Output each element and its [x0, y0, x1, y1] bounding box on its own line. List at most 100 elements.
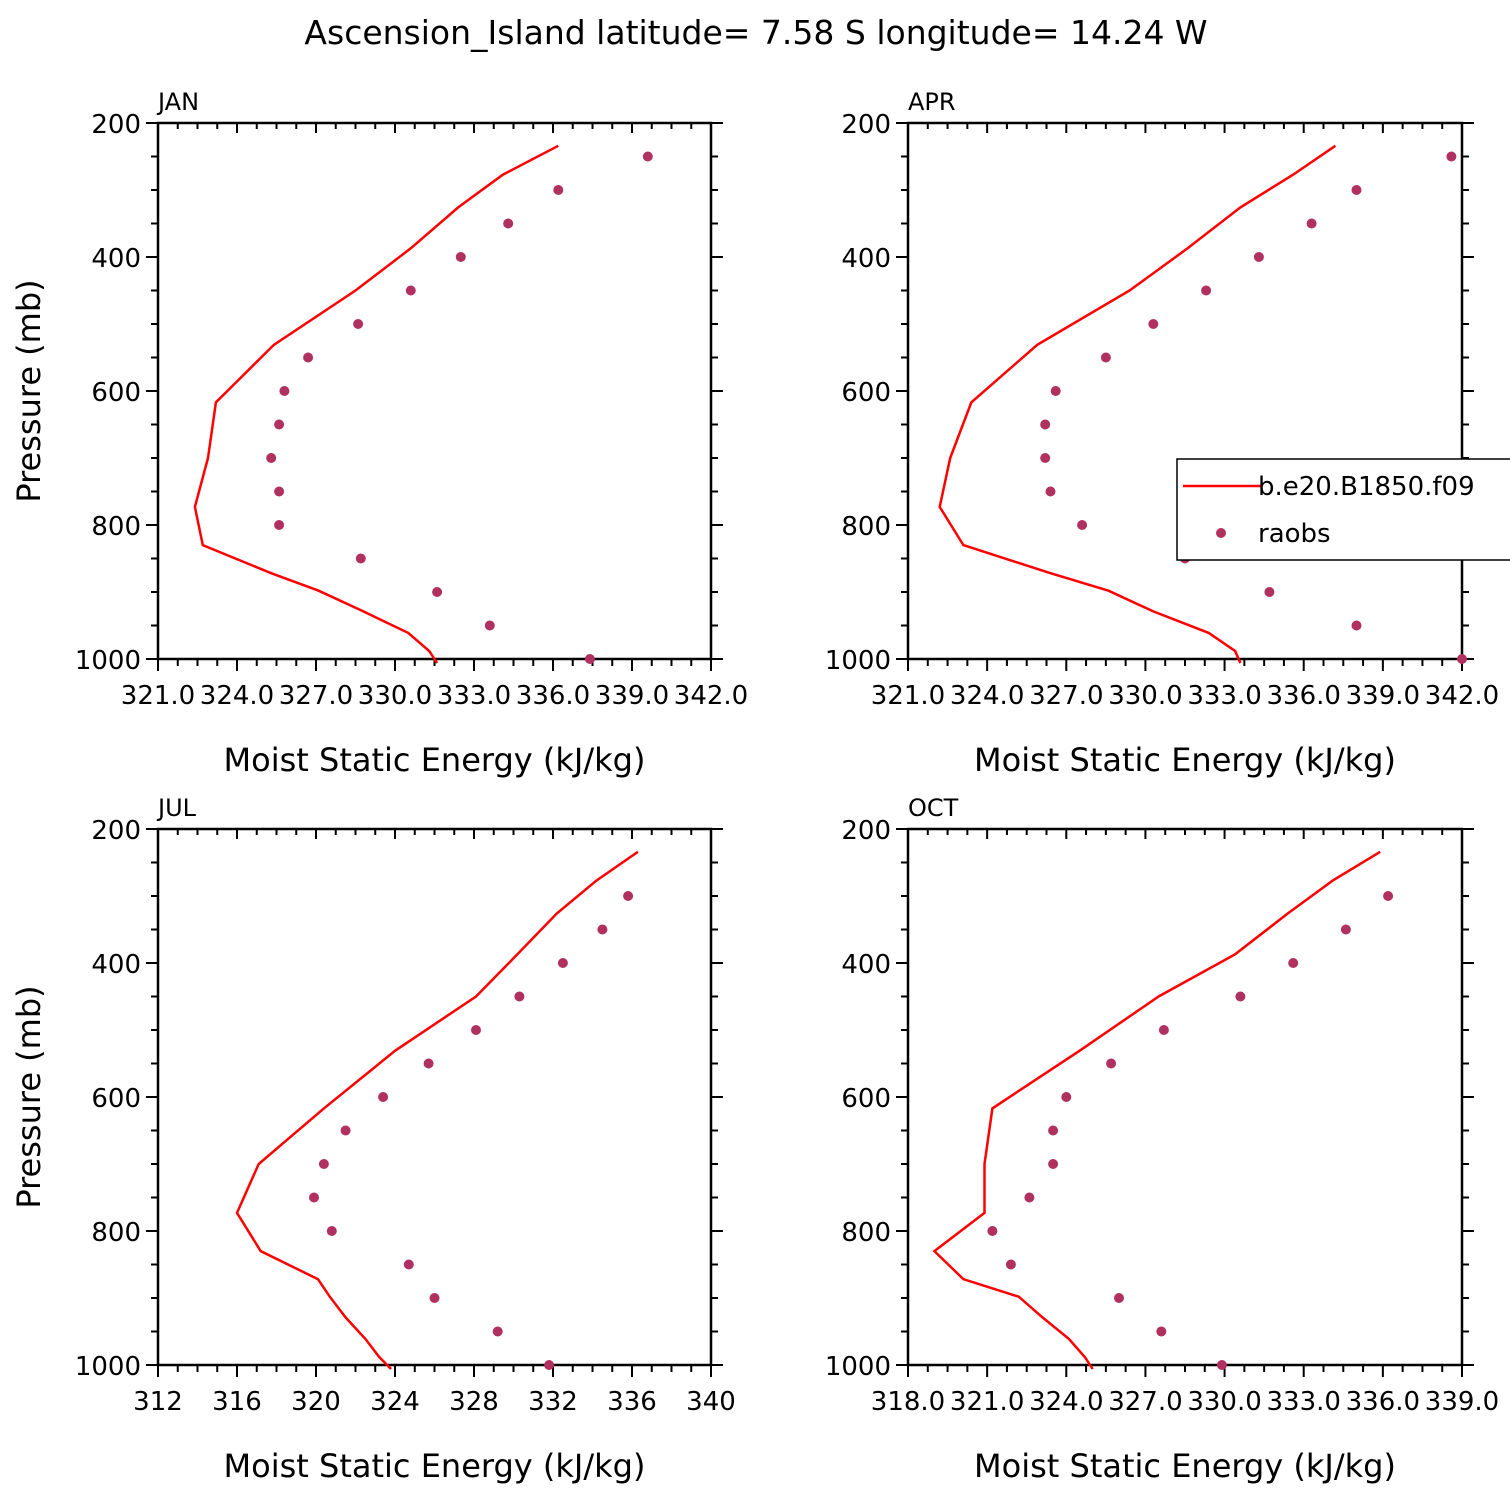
- raobs-point: [1351, 620, 1362, 631]
- x-tick-label: 321.0: [121, 681, 195, 711]
- raobs-point: [274, 419, 285, 430]
- y-tick-label: 400: [841, 244, 891, 274]
- x-tick-label: 327.0: [279, 681, 353, 711]
- raobs-point: [1235, 991, 1246, 1002]
- raobs-point: [557, 958, 568, 968]
- raobs-point: [403, 1259, 414, 1270]
- raobs-point: [326, 1226, 337, 1236]
- y-tick-label: 600: [841, 378, 891, 408]
- x-tick-label: 328: [449, 1387, 499, 1417]
- raobs-point: [274, 520, 285, 530]
- plot-frame: [906, 827, 1464, 1367]
- x-tick-label: 324: [370, 1387, 420, 1417]
- raobs-point: [1100, 352, 1111, 363]
- raobs-point: [340, 1125, 351, 1136]
- y-tick-label: 1000: [75, 1352, 141, 1382]
- raobs-point: [303, 352, 314, 363]
- raobs-point: [623, 891, 634, 901]
- raobs-point: [1040, 453, 1051, 463]
- raobs-point: [544, 1360, 555, 1370]
- raobs-point: [1446, 151, 1457, 162]
- y-tick-label: 800: [841, 1218, 891, 1248]
- legend-entry-model: b.e20.B1850.f09: [1258, 472, 1475, 502]
- x-tick-label: 336.0: [516, 681, 590, 711]
- raobs-point: [484, 620, 495, 631]
- panel-label: APR: [908, 88, 956, 116]
- raobs-point: [353, 319, 364, 329]
- panel-label: OCT: [908, 794, 959, 822]
- x-tick-label: 324.0: [1029, 1387, 1103, 1417]
- raobs-point: [1077, 520, 1088, 530]
- x-tick-label: 333.0: [1266, 1387, 1340, 1417]
- raobs-point: [1306, 218, 1317, 229]
- plot-frame: [156, 121, 713, 661]
- x-tick-label: 339.0: [1346, 681, 1420, 711]
- plot-frame: [906, 121, 1464, 661]
- x-tick-label: 333.0: [1187, 681, 1261, 711]
- raobs-point: [355, 553, 366, 564]
- x-tick-label: 327.0: [1029, 681, 1103, 711]
- raobs-point: [423, 1058, 434, 1069]
- x-tick-label: 312: [133, 1387, 183, 1417]
- raobs-point: [455, 252, 466, 262]
- x-tick-label: 336.0: [1346, 1387, 1420, 1417]
- raobs-point: [1340, 924, 1351, 935]
- raobs-point: [378, 1092, 389, 1102]
- y-tick-label: 200: [91, 110, 141, 140]
- x-axis-label: Moist Static Energy (kJ/kg): [224, 1447, 646, 1485]
- raobs-point: [987, 1226, 998, 1236]
- raobs-point: [1048, 1125, 1059, 1136]
- panel-jul: 312 316 320 324 328 332 336 340 200 400 600 800 1000…: [10, 794, 736, 1485]
- y-tick-label: 1000: [825, 646, 891, 676]
- y-tick-label: 800: [91, 1218, 141, 1248]
- model-profile-line: [932, 850, 1381, 1370]
- legend-entry-raobs: raobs: [1258, 519, 1331, 549]
- panels: 321.0 324.0 327.0 330.0 333.0 336.0 339.0 342.0…: [10, 88, 1510, 1485]
- x-tick-label: 321.0: [871, 681, 945, 711]
- y-tick-label: 800: [91, 512, 141, 542]
- raobs-point: [1201, 285, 1212, 296]
- raobs-point: [514, 991, 525, 1002]
- model-profile-line: [235, 850, 639, 1370]
- legend: b.e20.B1850.f09 raobs: [1176, 458, 1510, 561]
- x-tick-label: 333.0: [437, 681, 511, 711]
- y-axis-label: Pressure (mb): [10, 279, 48, 502]
- raobs-point: [429, 1293, 440, 1303]
- raobs-point: [1148, 319, 1159, 329]
- raobs-point: [1288, 958, 1299, 968]
- model-profile-line: [938, 144, 1337, 664]
- x-tick-label: 321.0: [950, 1387, 1024, 1417]
- legend-dot-swatch: [1216, 528, 1226, 538]
- x-tick-label: 324.0: [200, 681, 274, 711]
- raobs-point: [1264, 587, 1275, 597]
- raobs-point: [584, 654, 595, 664]
- raobs-point: [503, 218, 514, 229]
- x-tick-label: 324.0: [950, 681, 1024, 711]
- y-tick-label: 400: [91, 950, 141, 980]
- x-tick-label: 330.0: [1187, 1387, 1261, 1417]
- x-tick-label: 340: [686, 1387, 736, 1417]
- raobs-point: [1383, 891, 1394, 901]
- y-tick-label: 1000: [825, 1352, 891, 1382]
- x-tick-label: 316: [212, 1387, 262, 1417]
- x-tick-label: 336: [607, 1387, 657, 1417]
- panel-oct: 318.0 321.0 324.0 327.0 330.0 333.0 336.0 339.0…: [825, 794, 1499, 1485]
- x-axis-label: Moist Static Energy (kJ/kg): [974, 1447, 1396, 1485]
- raobs-point: [1156, 1326, 1167, 1337]
- raobs-point: [432, 587, 443, 597]
- raobs-point: [597, 924, 608, 935]
- raobs-point: [1045, 486, 1056, 497]
- x-tick-label: 339.0: [1425, 1387, 1499, 1417]
- x-axis-label: Moist Static Energy (kJ/kg): [974, 741, 1396, 779]
- raobs-point: [1216, 1360, 1227, 1370]
- y-tick-label: 400: [841, 950, 891, 980]
- x-tick-label: 318.0: [871, 1387, 945, 1417]
- panel-label: JAN: [156, 88, 199, 116]
- raobs-point: [405, 285, 416, 296]
- panel-label: JUL: [156, 794, 197, 822]
- raobs-point: [1050, 386, 1061, 396]
- raobs-point: [1061, 1092, 1072, 1102]
- figure-title: Ascension_Island latitude= 7.58 S longit…: [304, 13, 1207, 52]
- y-tick-label: 400: [91, 244, 141, 274]
- y-tick-label: 1000: [75, 646, 141, 676]
